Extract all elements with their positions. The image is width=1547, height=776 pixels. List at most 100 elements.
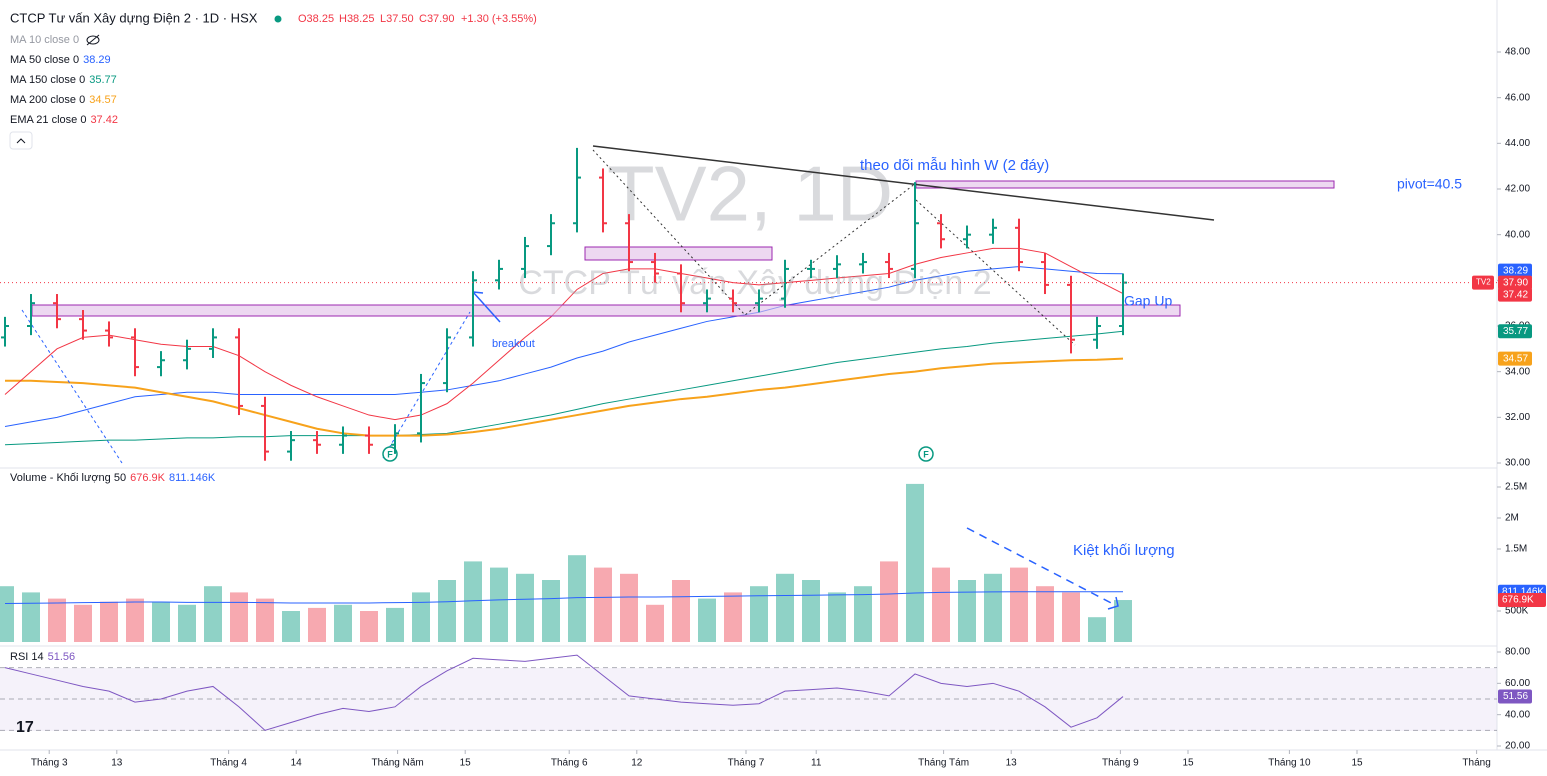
x-tick-label: Tháng Tám <box>918 758 969 769</box>
pane-value: 51.56 <box>48 651 76 663</box>
x-tick-label: 13 <box>111 758 123 769</box>
event-icon: F <box>923 449 929 459</box>
zone <box>915 180 1335 189</box>
dashed-line <box>21 309 123 464</box>
trend-line <box>592 145 1215 221</box>
volume-bar <box>516 573 534 642</box>
indicator-hidden[interactable]: MA 10 close 0 <box>10 34 79 46</box>
price-tag <box>1498 263 1532 278</box>
y-tick-label: 40.00 <box>1505 229 1530 240</box>
volume-bar <box>100 601 118 642</box>
indicator-name: MA 50 close 0 <box>10 54 79 66</box>
indicator-value: 38.29 <box>83 54 111 66</box>
indicator-line <box>4 266 1124 427</box>
event-marker[interactable] <box>382 446 398 462</box>
volume-bar <box>724 592 742 642</box>
y-tick-label: 46.00 <box>1505 92 1530 103</box>
indicator-name: MA 200 close 0 <box>10 94 85 106</box>
y-tick-label: 44.00 <box>1505 138 1530 149</box>
annotation: Kiệt khối lượng <box>1073 542 1175 559</box>
event-icon: F <box>387 449 393 459</box>
volume-bar <box>542 580 560 642</box>
volume-tag <box>1498 593 1546 608</box>
price-tag <box>1498 324 1532 339</box>
volume-bar <box>828 592 846 642</box>
annotation: pivot=40.5 <box>1397 176 1462 192</box>
price-tag <box>1498 351 1532 366</box>
volume-bar <box>568 555 586 642</box>
volume-bar <box>152 601 170 642</box>
ohlc-change: +1.30 (+3.55%) <box>461 13 537 25</box>
volume-bar <box>1088 617 1106 642</box>
ohlc-open: O38.25 <box>298 13 334 25</box>
volume-bar <box>672 580 690 642</box>
annotation: Gap Up <box>1124 293 1172 309</box>
indicator-value: 34.57 <box>89 94 117 106</box>
ohlc-low: L37.50 <box>380 13 414 25</box>
indicator-name: EMA 21 close 0 <box>10 114 86 126</box>
y-tick-label: 42.00 <box>1505 184 1530 195</box>
volume-bar <box>308 607 326 642</box>
x-tick-label: Tháng 9 <box>1102 758 1139 769</box>
ohlc-high: H38.25 <box>339 13 374 25</box>
volume-bar <box>698 598 716 642</box>
volume-bar <box>126 598 144 642</box>
volume-bar <box>646 604 664 642</box>
rsi-tag <box>1498 689 1532 704</box>
dotted-line <box>915 199 1076 346</box>
y-tick-label: 30.00 <box>1505 458 1530 469</box>
volume-bar <box>1062 592 1080 642</box>
volume-bar <box>1114 600 1132 642</box>
x-tick-label: Tháng <box>1462 758 1490 769</box>
volume-bar <box>1010 567 1028 642</box>
x-tick-label: 14 <box>291 758 303 769</box>
symbol-tag <box>1472 275 1494 290</box>
pane-title: Volume - Khối lượng 50 <box>10 472 126 484</box>
volume-bar <box>750 586 768 642</box>
indicator-line <box>4 247 1124 421</box>
x-tick-label: 11 <box>811 758 822 769</box>
volume-bar <box>620 573 638 642</box>
volume-bar <box>230 592 248 642</box>
symbol-title[interactable]: CTCP Tư vấn Xây dựng Điện 2 · 1D · HSX <box>10 10 258 25</box>
arrow <box>472 291 501 323</box>
volume-bar <box>490 567 508 642</box>
volume-bar <box>594 567 612 642</box>
status-dot <box>274 15 282 23</box>
volume-bar <box>386 607 404 642</box>
drawings: F F <box>21 145 1335 610</box>
event-marker[interactable] <box>918 446 934 462</box>
volume-bar <box>958 580 976 642</box>
ohlc-close: C37.90 <box>419 13 454 25</box>
x-tick-label: Tháng 10 <box>1268 758 1311 769</box>
collapse-icon <box>16 138 26 144</box>
y-tick-label: 40.00 <box>1505 709 1530 720</box>
y-tick-label: 48.00 <box>1505 47 1530 58</box>
x-tick-label: 15 <box>1182 758 1194 769</box>
y-tick-label: 1.5M <box>1505 544 1527 555</box>
collapse-button[interactable] <box>9 131 33 150</box>
symbol-tag-label: TV2 <box>1476 278 1491 287</box>
arrow-head <box>1107 596 1119 610</box>
volume-bar <box>256 598 274 642</box>
y-tick-label: 32.00 <box>1505 412 1530 423</box>
volume-bar <box>438 580 456 642</box>
y-tick-label: 80.00 <box>1505 647 1530 658</box>
indicator-line <box>4 330 1124 446</box>
rsi-line <box>4 654 1124 731</box>
x-tick-label: Tháng Năm <box>371 758 423 769</box>
zone <box>584 246 773 261</box>
x-tick-label: Tháng 4 <box>210 758 247 769</box>
volume-bar <box>880 561 898 642</box>
volume-bar <box>776 573 794 642</box>
volume-bar <box>0 586 14 642</box>
indicator-line <box>4 591 1124 605</box>
indicator-value: 37.42 <box>90 114 118 126</box>
y-tick-label: 20.00 <box>1505 741 1530 752</box>
volume-bar <box>48 598 66 642</box>
volume-tag-label: 811.146K <box>1502 586 1544 597</box>
eye-icon[interactable] <box>86 34 100 46</box>
volume-bar <box>282 611 300 642</box>
volume-bar <box>412 592 430 642</box>
